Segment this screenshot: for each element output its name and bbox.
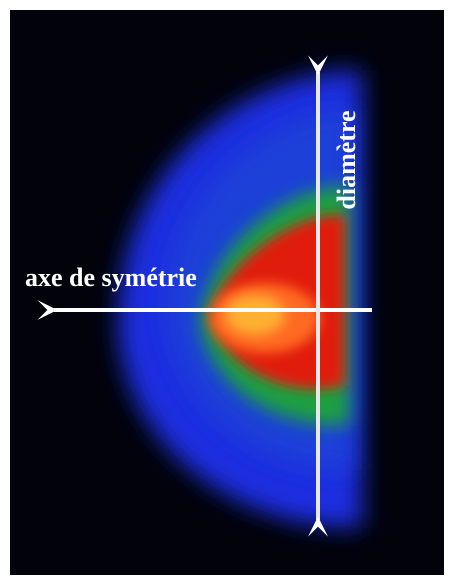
diameter-label: diamètre — [332, 110, 361, 209]
symmetry-label: axe de symétrie — [25, 263, 197, 292]
intensity-blob — [118, 70, 362, 529]
